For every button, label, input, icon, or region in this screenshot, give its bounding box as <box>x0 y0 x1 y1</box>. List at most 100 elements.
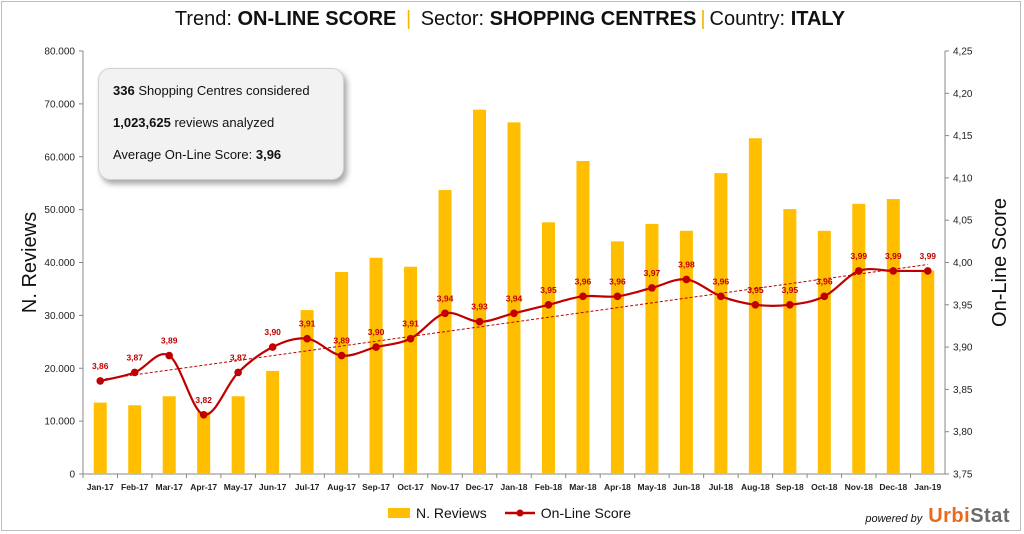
y2-tick-label: 3,75 <box>953 470 973 481</box>
score-point <box>303 334 311 343</box>
y-tick-label: 10.000 <box>44 417 75 428</box>
bar <box>507 122 521 474</box>
y2-tick-label: 4,15 <box>953 131 973 142</box>
title-separator-1: | <box>405 8 412 30</box>
score-label: 3,90 <box>368 327 385 337</box>
x-tick-label: Jun-17 <box>259 482 287 492</box>
score-label: 3,98 <box>678 259 695 269</box>
score-label: 3,94 <box>437 293 454 303</box>
score-label: 3,89 <box>333 336 350 346</box>
y2-tick-label: 4,10 <box>953 173 973 184</box>
bar <box>679 230 693 474</box>
summary-avg-value: 3,96 <box>255 147 282 162</box>
score-label: 3,87 <box>126 352 143 362</box>
score-label: 3,95 <box>782 285 799 295</box>
score-point <box>820 292 829 301</box>
score-label: 3,96 <box>609 276 626 286</box>
score-point <box>923 267 932 275</box>
summary-reviews: 1,023,625 <box>113 115 171 130</box>
powered-by: powered by UrbiStat <box>865 505 1010 528</box>
x-tick-label: Feb-17 <box>121 482 149 492</box>
summary-reviews-line: 1,023,625 reviews analyzed <box>113 113 329 145</box>
bar <box>335 272 349 474</box>
score-label: 3,96 <box>713 276 730 286</box>
score-point <box>579 292 587 301</box>
bar <box>645 223 659 474</box>
summary-avg-line: Average On-Line Score: 3,96 <box>113 145 329 177</box>
x-tick-label: Jun-18 <box>673 482 701 492</box>
bar <box>300 310 314 474</box>
x-tick-label: Nov-18 <box>845 482 874 492</box>
x-tick-label: Jan-19 <box>914 482 941 492</box>
x-tick-label: Sep-18 <box>776 482 804 492</box>
y2-axis-title: On-Line Score <box>989 198 1011 327</box>
powered-by-text: powered by <box>865 513 923 525</box>
bar <box>783 209 797 474</box>
y-axis-title: N. Reviews <box>19 212 41 313</box>
title-sector-value: SHOPPING CENTRES <box>489 8 697 30</box>
y-tick-label: 40.000 <box>44 258 75 269</box>
y-tick-label: 80.000 <box>44 47 75 58</box>
x-tick-label: Nov-17 <box>431 482 460 492</box>
score-label: 3,94 <box>506 293 523 303</box>
bar <box>438 190 452 474</box>
score-label: 3,91 <box>299 319 316 329</box>
score-point <box>648 284 656 292</box>
y-tick-label: 20.000 <box>44 364 75 375</box>
summary-count-line: 336 Shopping Centres considered <box>113 81 329 113</box>
score-point <box>268 343 277 351</box>
x-tick-label: Sep-17 <box>362 482 390 492</box>
score-label: 3,91 <box>402 319 419 329</box>
y-tick-label: 30.000 <box>44 311 75 322</box>
score-point <box>682 275 691 284</box>
legend-bar-swatch <box>388 508 410 518</box>
x-tick-label: Aug-18 <box>741 482 770 492</box>
summary-count: 336 <box>113 83 135 98</box>
y2-tick-label: 3,90 <box>953 343 973 354</box>
x-tick-label: Aug-17 <box>327 482 356 492</box>
y2-tick-label: 3,95 <box>953 300 973 311</box>
y2-tick-label: 4,25 <box>953 47 973 58</box>
score-label: 3,96 <box>816 276 833 286</box>
score-label: 3,96 <box>575 276 592 286</box>
score-point <box>717 292 725 301</box>
score-trendline <box>100 264 928 381</box>
title-country-value: ITALY <box>790 8 846 30</box>
x-tick-label: Oct-18 <box>811 482 838 492</box>
title-trend-label: Trend: <box>174 8 232 30</box>
x-tick-label: Apr-17 <box>190 482 217 492</box>
score-point <box>96 377 105 385</box>
chart-title: Trend: ON-LINE SCORE | Sector: SHOPPING … <box>0 8 1020 31</box>
score-label: 3,90 <box>264 327 281 337</box>
title-trend-value: ON-LINE SCORE <box>237 8 397 30</box>
title-country-label: Country: <box>709 8 786 30</box>
x-tick-label: Dec-17 <box>466 482 494 492</box>
score-point <box>889 267 898 275</box>
legend-item-score: On-Line Score <box>504 505 632 521</box>
score-label: 3,87 <box>230 352 247 362</box>
score-point <box>130 368 139 377</box>
score-point <box>855 267 863 275</box>
score-label: 3,97 <box>644 268 661 278</box>
x-tick-label: Oct-17 <box>397 482 424 492</box>
summary-avg-text: Average On-Line Score: <box>113 147 253 162</box>
y2-tick-label: 4,05 <box>953 216 973 227</box>
legend-line-swatch <box>504 509 535 517</box>
bar <box>921 270 935 474</box>
bar <box>128 405 142 474</box>
bar <box>162 396 176 474</box>
bar <box>231 396 245 474</box>
score-label: 3,93 <box>471 302 488 312</box>
x-tick-label: Apr-18 <box>604 482 631 492</box>
y2-tick-label: 3,85 <box>953 385 973 396</box>
x-tick-label: Jan-17 <box>87 482 114 492</box>
score-point <box>441 309 449 318</box>
bar <box>369 257 383 474</box>
score-label: 3,95 <box>540 285 557 295</box>
legend-score-label: On-Line Score <box>540 505 632 521</box>
bar <box>714 173 728 475</box>
bar <box>610 241 624 474</box>
legend-item-reviews: N. Reviews <box>388 505 487 521</box>
score-point <box>199 410 208 419</box>
